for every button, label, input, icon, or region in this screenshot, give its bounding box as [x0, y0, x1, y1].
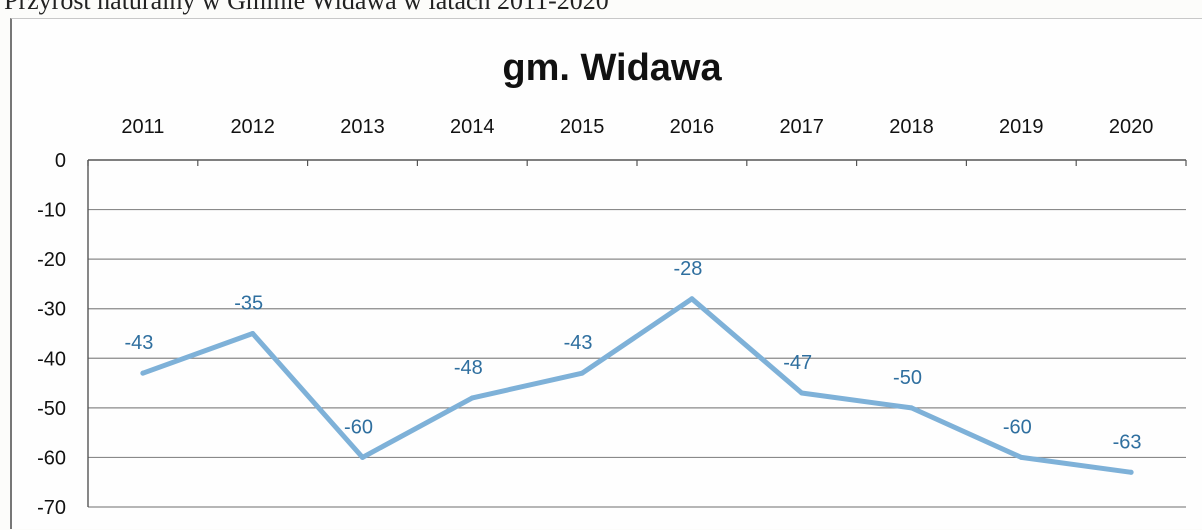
- x-tick-label: 2019: [999, 116, 1044, 138]
- data-label: -60: [1003, 416, 1032, 438]
- gridlines: [88, 208, 1186, 508]
- x-tick-label: 2020: [1109, 116, 1154, 138]
- x-tick-label: 2018: [889, 116, 934, 138]
- y-tick-label: -20: [37, 249, 66, 271]
- data-label: -50: [893, 367, 922, 389]
- data-point: [909, 405, 914, 411]
- data-point: [140, 370, 146, 376]
- x-tick-label: 2011: [121, 116, 164, 138]
- x-axis: 2011 2012 2013 2014 2015 2016 2017 2018 2019 2020: [87, 116, 1187, 166]
- figure-caption: Przyrost naturalny w Gminie Widawa w lat…: [4, 0, 609, 15]
- data-label: -48: [454, 357, 483, 379]
- data-label: -43: [564, 332, 593, 354]
- data-point: [469, 395, 475, 401]
- y-axis: 0 -10 -20 -30 -40 -50 -60 -70: [37, 150, 89, 519]
- data-label: -60: [344, 416, 373, 438]
- data-point: [689, 296, 695, 302]
- data-point: [1018, 454, 1024, 460]
- x-tick-label: 2012: [230, 116, 275, 138]
- data-label: -43: [124, 332, 153, 354]
- y-tick-label: -50: [37, 398, 66, 420]
- data-point: [1128, 469, 1134, 475]
- data-point: [799, 390, 805, 396]
- data-labels: -43 -35 -60 -48 -43 -28 -47 -50 -60 -63: [124, 258, 1141, 454]
- x-tick-label: 2014: [450, 116, 495, 138]
- y-tick-label: -30: [37, 299, 66, 321]
- data-point: [250, 331, 256, 336]
- data-label: -35: [234, 293, 263, 315]
- chart-frame: [10, 18, 1202, 529]
- series-line-group: [140, 296, 1134, 475]
- y-tick-label: 0: [55, 150, 66, 172]
- data-label: -47: [783, 352, 812, 374]
- series-line: [140, 296, 1134, 475]
- x-tick-label: 2017: [779, 116, 824, 138]
- x-tick-label: 2013: [340, 116, 385, 138]
- y-tick-label: -40: [37, 348, 66, 370]
- y-tick-label: -70: [37, 497, 66, 519]
- y-tick-label: -10: [37, 200, 66, 222]
- data-label: -63: [1113, 431, 1142, 453]
- data-point: [579, 370, 585, 376]
- y-tick-label: -60: [37, 447, 66, 469]
- chart-title: gm. Widawa: [502, 47, 722, 89]
- x-tick-label: 2016: [670, 116, 715, 138]
- data-point: [360, 454, 365, 460]
- x-tick-label: 2015: [560, 116, 605, 138]
- data-label: -28: [673, 258, 702, 280]
